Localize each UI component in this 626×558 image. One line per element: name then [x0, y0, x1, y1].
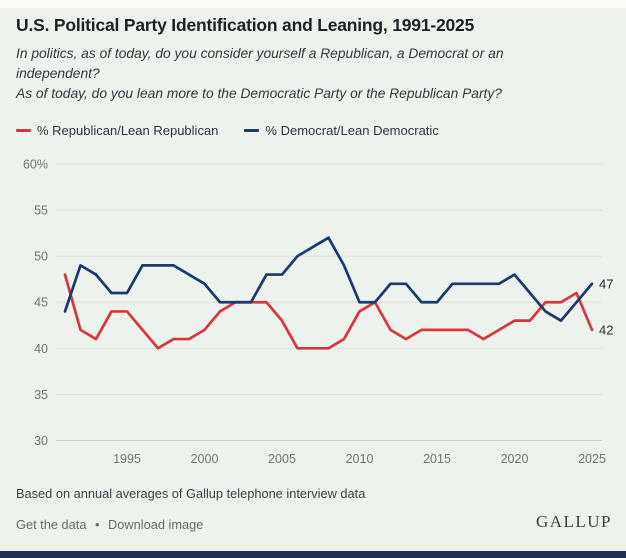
- y-axis-tick: 45: [34, 296, 48, 310]
- y-axis-tick: 50: [34, 250, 48, 264]
- gallup-logo: GALLUP: [535, 512, 612, 531]
- y-axis-tick: 55: [34, 204, 48, 218]
- top-strip: [0, 0, 626, 8]
- y-axis-tick: 60%: [23, 158, 48, 172]
- bottom-brand-bar: [0, 551, 626, 558]
- end-value-label: 42: [599, 322, 613, 337]
- x-axis-tick: 1995: [113, 452, 141, 466]
- y-axis-tick: 35: [34, 388, 48, 402]
- question-2: As of today, do you lean more to the Dem…: [16, 86, 502, 102]
- legend-item-republican: % Republican/Lean Republican: [16, 123, 218, 138]
- y-axis-tick: 40: [34, 342, 48, 356]
- republican-line-swatch: [16, 129, 31, 132]
- end-value-label: 47: [599, 276, 613, 291]
- x-axis-tick: 2025: [578, 452, 606, 466]
- footer-links: Get the data • Download image: [16, 517, 203, 532]
- democrat-line-swatch: [244, 129, 260, 132]
- chart-legend: % Republican/Lean Republican % Democrat/…: [16, 123, 616, 138]
- survey-questions: In politics, as of today, do you conside…: [16, 44, 578, 105]
- page-title: U.S. Political Party Identification and …: [16, 15, 475, 35]
- legend-label-democrat: % Democrat/Lean Democratic: [265, 123, 439, 138]
- source-note: Based on annual averages of Gallup telep…: [16, 486, 366, 501]
- y-axis-tick: 30: [34, 434, 48, 448]
- legend-label-republican: % Republican/Lean Republican: [37, 123, 219, 138]
- legend-item-democrat: % Democrat/Lean Democratic: [244, 123, 439, 138]
- footer-links-separator: •: [95, 517, 100, 532]
- x-axis-tick: 2020: [501, 452, 529, 466]
- x-axis-tick: 2000: [191, 452, 219, 466]
- x-axis-tick: 2015: [423, 452, 451, 466]
- question-1: In politics, as of today, do you conside…: [16, 46, 504, 81]
- democrat-line: [63, 236, 594, 323]
- party-id-line-chart: 30 35 40 45 50 55 60% 1995 2000 2005 2010 2015 2020 2…: [23, 158, 614, 467]
- x-axis-tick: 2010: [346, 452, 374, 466]
- republican-line: [63, 273, 594, 350]
- x-axis-tick: 2005: [268, 452, 296, 466]
- get-the-data-link[interactable]: Get the data: [16, 517, 87, 532]
- download-image-link[interactable]: Download image: [108, 517, 204, 532]
